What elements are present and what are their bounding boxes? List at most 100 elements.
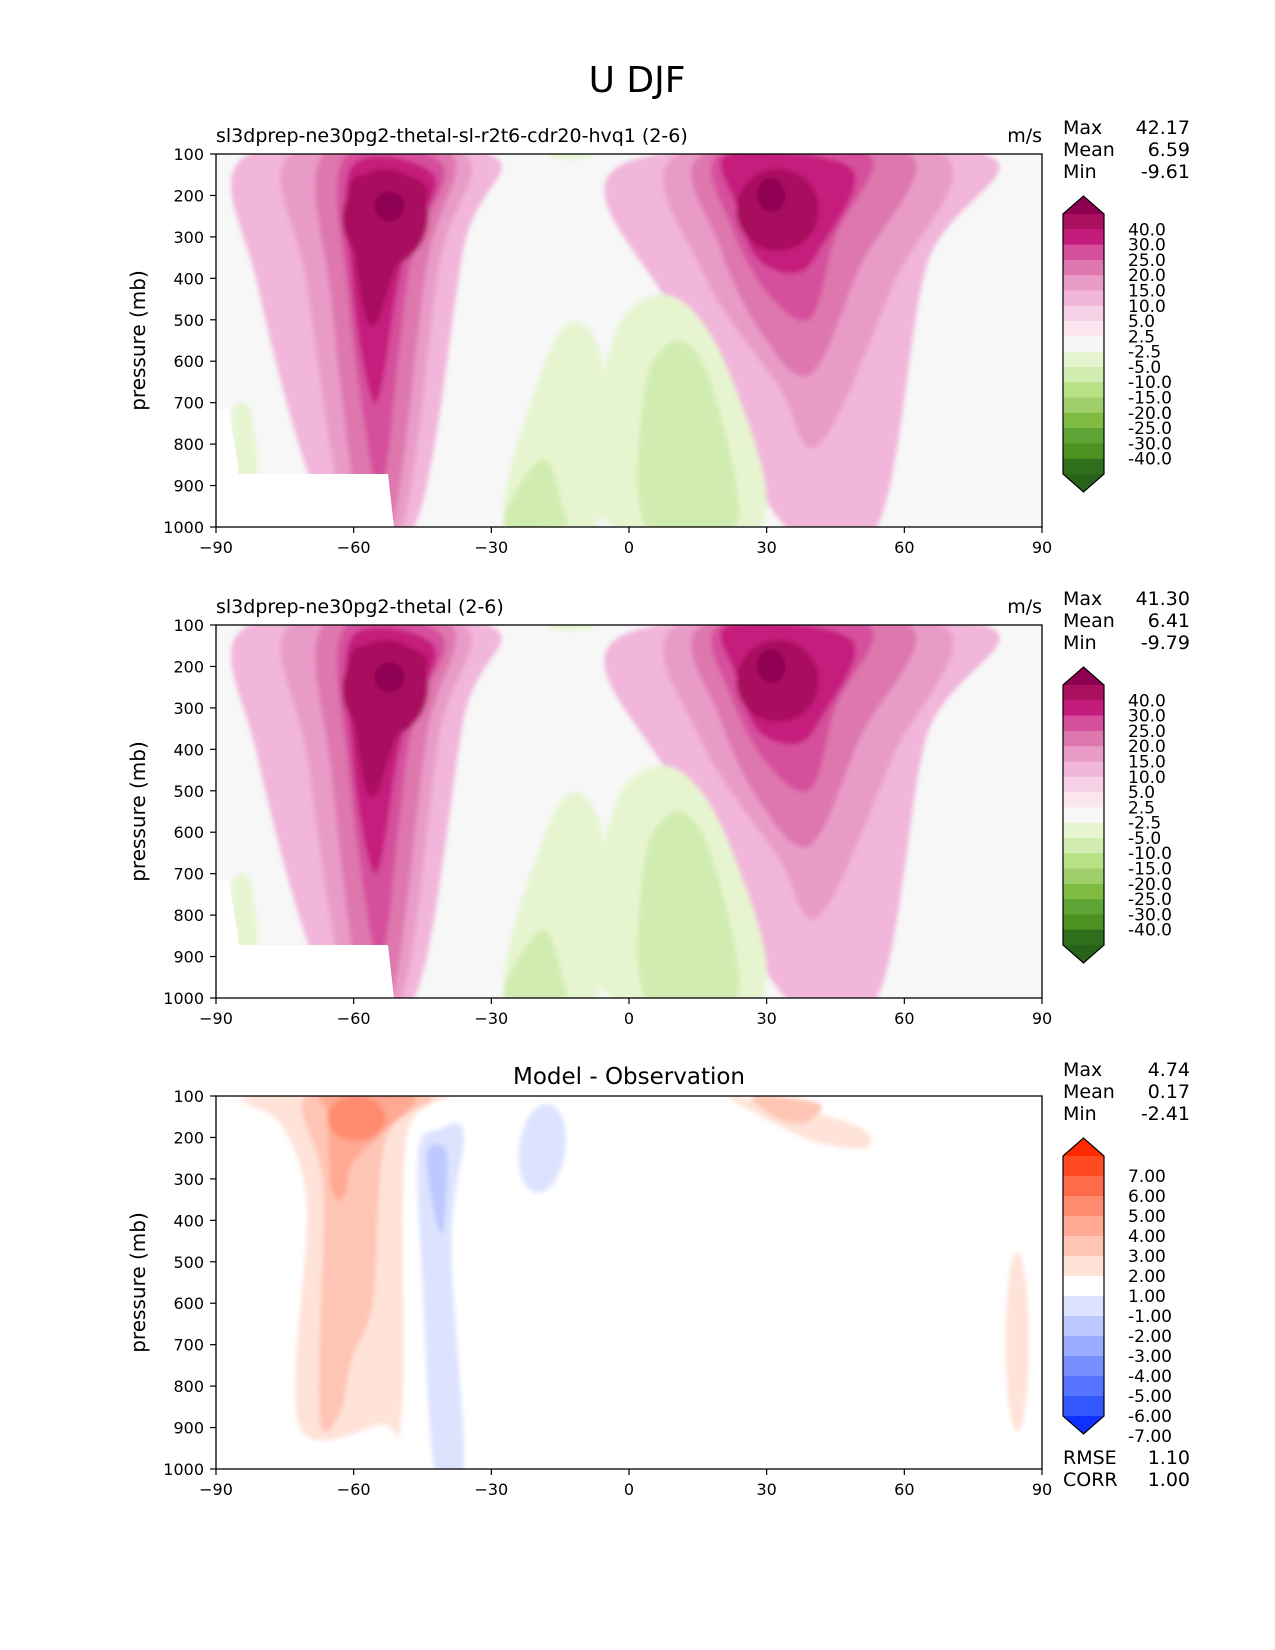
x-tick-label: 90: [1032, 538, 1052, 557]
topography-mask: [216, 880, 394, 998]
colorbar-label: -20.0: [1128, 875, 1172, 895]
colorbar-label: -5.00: [1128, 1387, 1172, 1407]
contour-region: [637, 811, 740, 998]
colorbar-label: 2.00: [1128, 1267, 1166, 1287]
stat-value: 41.30: [1136, 588, 1190, 610]
y-tick-label: 800: [173, 435, 204, 454]
colorbar-outline: [1062, 1137, 1105, 1435]
contour-layers: [231, 625, 1000, 998]
y-tick-label: 800: [173, 906, 204, 925]
contour-region: [751, 1096, 822, 1124]
colorbar-label: 40.0: [1128, 691, 1166, 711]
y-tick-label: 700: [173, 1336, 204, 1355]
colorbar-label: 30.0: [1128, 707, 1166, 727]
stat-value: -9.61: [1141, 161, 1190, 183]
panel-title: sl3dprep-ne30pg2-thetal-sl-r2t6-cdr20-hv…: [216, 125, 688, 147]
stat-label: Mean: [1063, 610, 1115, 632]
y-tick-label: 500: [173, 782, 204, 801]
colorbar-swatch: [1063, 1316, 1104, 1337]
colorbar-label: -30.0: [1128, 434, 1172, 454]
x-tick-label: 90: [1032, 1009, 1052, 1028]
contour-region: [349, 172, 428, 327]
colorbar-swatch: [1063, 807, 1104, 824]
contour-region: [1005, 1252, 1029, 1432]
y-tick-label: 400: [173, 740, 204, 759]
stat-value: 0.17: [1148, 1081, 1190, 1103]
x-tick-label: −30: [474, 1009, 508, 1028]
contour-field: [216, 1096, 1042, 1469]
y-tick-label: 300: [173, 1170, 204, 1189]
colorbar-outline: [1062, 666, 1105, 964]
colorbar-label: 5.0: [1128, 783, 1155, 803]
colorbar-swatch: [1063, 715, 1104, 732]
colorbar-label: 10.0: [1128, 768, 1166, 788]
y-tick-label: 700: [173, 865, 204, 884]
colorbar-swatch: [1063, 761, 1104, 778]
figure-title: U DJF: [589, 60, 686, 101]
colorbar-label: -15.0: [1128, 860, 1172, 880]
stat-value: -2.41: [1141, 1103, 1190, 1125]
contour-field: [216, 625, 1042, 998]
colorbar-label: 10.0: [1128, 297, 1166, 317]
units-label: m/s: [1007, 125, 1042, 147]
colorbar-label: -10.0: [1128, 373, 1172, 393]
colorbar-label: 3.00: [1128, 1247, 1166, 1267]
x-tick-label: 60: [894, 1480, 914, 1499]
colorbar-label: 40.0: [1128, 220, 1166, 240]
colorbar-label: 5.0: [1128, 312, 1155, 332]
colorbar-swatch: [1063, 1336, 1104, 1357]
colorbar-swatch: [1063, 792, 1104, 808]
topography-mask: [216, 409, 394, 527]
y-tick-label: 300: [173, 699, 204, 718]
y-tick-label: 400: [173, 269, 204, 288]
colorbar-label: 15.0: [1128, 752, 1166, 772]
colorbar-swatch: [1063, 382, 1104, 399]
colorbar-extend-min: [1063, 945, 1104, 963]
stat-label: Max: [1063, 117, 1102, 139]
colorbar-swatch: [1063, 899, 1104, 915]
y-tick-label: 100: [173, 1087, 204, 1106]
colorbar-swatch: [1063, 321, 1104, 337]
stat-label: Mean: [1063, 139, 1115, 161]
colorbar-label: 4.00: [1128, 1227, 1166, 1247]
colorbar-label: 20.0: [1128, 737, 1166, 757]
colorbar-swatch: [1063, 290, 1104, 307]
stat-label: RMSE: [1063, 1447, 1117, 1469]
x-tick-label: −90: [199, 1009, 233, 1028]
colorbar-extend-max: [1063, 1138, 1104, 1156]
colorbar-extend-min: [1063, 1416, 1104, 1434]
colorbar-extend-min: [1063, 474, 1104, 492]
contour-layers: [241, 1096, 1029, 1469]
colorbar-swatch: [1063, 336, 1104, 353]
colorbar-swatch: [1063, 259, 1104, 276]
x-tick-label: 0: [624, 1009, 634, 1028]
contour-region: [756, 649, 786, 683]
y-tick-label: 900: [173, 477, 204, 496]
stat-label: Max: [1063, 588, 1102, 610]
colorbar-label: 20.0: [1128, 266, 1166, 286]
contour-region: [349, 643, 428, 798]
colorbar-extend-max: [1063, 667, 1104, 685]
y-tick-label: 600: [173, 823, 204, 842]
colorbar-label: -20.0: [1128, 404, 1172, 424]
colorbar-swatch: [1063, 746, 1104, 762]
contour-region: [232, 402, 258, 487]
colorbar-swatch: [1063, 351, 1104, 368]
colorbar-swatch: [1063, 443, 1104, 460]
colorbar: 7.006.005.004.003.002.001.00-1.00-2.00-3…: [1062, 1137, 1172, 1447]
colorbar-swatch: [1063, 853, 1104, 870]
contour-region: [426, 1144, 448, 1234]
contour-region: [637, 340, 740, 527]
x-tick-label: 30: [756, 538, 776, 557]
y-tick-label: 200: [173, 657, 204, 676]
colorbar-label: 15.0: [1128, 281, 1166, 301]
colorbar-swatch: [1063, 700, 1104, 717]
y-tick-label: 400: [173, 1211, 204, 1230]
colorbar-swatch: [1063, 458, 1104, 475]
stat-label: Max: [1063, 1059, 1102, 1081]
x-tick-label: 30: [756, 1480, 776, 1499]
stat-value: 1.10: [1148, 1447, 1190, 1469]
y-tick-label: 900: [173, 1419, 204, 1438]
stat-label: CORR: [1063, 1469, 1118, 1491]
colorbar-label: -7.00: [1128, 1427, 1172, 1447]
